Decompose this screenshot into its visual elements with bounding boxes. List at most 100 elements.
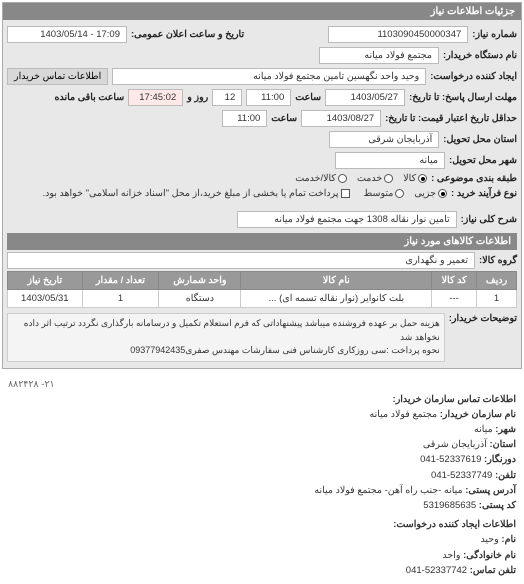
row-notes: توضیحات خریدار: هزینه حمل بر عهده فروشند…: [7, 311, 517, 364]
creator-value: وحید واحد نگهسین تامین مجتمع فولاد میانه: [112, 68, 426, 85]
province-label: استان محل تحویل:: [443, 134, 517, 145]
cell-row: 1: [477, 290, 517, 308]
cphone-value: 52337742-041: [406, 565, 467, 576]
col-unit: واحد شمارش: [159, 272, 241, 290]
footer-address: آدرس پستی: میانه -جنب راه آهن- مجتمع فول…: [8, 483, 516, 498]
footer-phone: تلفن: 52337749-041: [8, 468, 516, 483]
col-code: کد کالا: [432, 272, 477, 290]
cell-name: بلت کانوایر (نوار نقاله تسمه ای) ...: [241, 290, 432, 308]
footer-family: نام خانوادگی: واحد: [8, 548, 516, 563]
buyer-contact-button[interactable]: اطلاعات تماس خریدار: [7, 68, 108, 85]
radio-goods-label: کالا: [403, 173, 416, 184]
group-label: گروه کالا:: [479, 255, 517, 266]
notes-line-2: نحوه پرداخت :سی روزکاری کارشناس فنی سفار…: [12, 344, 440, 358]
need-details-panel: جزئیات اطلاعات نیاز شماره نیاز: 11030904…: [2, 2, 522, 369]
radio-minor[interactable]: جزیی: [414, 188, 447, 199]
cphone-label: تلفن تماس:: [470, 565, 516, 576]
footer-city: شهر: میانه: [8, 422, 516, 437]
footer-postal: کد پستی: 5319685635: [8, 498, 516, 513]
footer-fax: دورنگار: 52337619-041: [8, 452, 516, 467]
creator-label: ایجاد کننده درخواست:: [430, 71, 517, 82]
col-row: ردیف: [477, 272, 517, 290]
items-table: ردیف کد کالا نام کالا واحد شمارش تعداد /…: [7, 271, 517, 308]
treasury-checkbox[interactable]: پرداخت تمام یا بخشی از مبلغ خرید،از محل …: [42, 188, 349, 199]
footer-contact: ۲۱- ۸۸۲۴۲۸ اطلاعات تماس سازمان خریدار: ن…: [0, 371, 524, 584]
request-no-label: شماره نیاز:: [472, 29, 517, 40]
radio-medium[interactable]: متوسط: [364, 188, 405, 199]
fax-value: 52337619-041: [420, 454, 481, 465]
radio-dot-icon: [395, 189, 404, 198]
footer-org: نام سازمان خریدار: مجتمع فولاد میانه: [8, 407, 516, 422]
deadline-date: 1403/05/27: [325, 89, 405, 106]
cell-qty: 1: [82, 290, 159, 308]
notes-box: هزینه حمل بر عهده فروشنده میباشد پیشنهاد…: [7, 313, 445, 362]
radio-both-label: کالا/خدمت: [295, 173, 336, 184]
table-header-row: ردیف کد کالا نام کالا واحد شمارش تعداد /…: [8, 272, 517, 290]
address-label: آدرس پستی:: [465, 485, 516, 496]
fprovince-value: آذربایجان شرقی: [423, 439, 487, 450]
radio-dot-icon: [384, 174, 393, 183]
panel-body: شماره نیاز: 1103090450000347 تاریخ و ساع…: [3, 20, 521, 368]
hour-label-1: ساعت: [295, 92, 321, 103]
radio-service[interactable]: خدمت: [357, 173, 393, 184]
phone-value: 52337749-041: [431, 470, 492, 481]
row-min-validity: حداقل تاریخ اعتبار قیمت: تا تاریخ: 1403/…: [7, 108, 517, 129]
row-group: گروه کالا: تعمیر و نگهداری: [7, 250, 517, 271]
min-validity-label: حداقل تاریخ اعتبار قیمت: تا تاریخ:: [385, 113, 517, 124]
col-date: تاریخ نیاز: [8, 272, 83, 290]
deadline-hour: 11:00: [246, 89, 291, 106]
row-category: طبقه بندی موضوعی : کالا خدمت کالا/خدمت: [7, 171, 517, 186]
category-label: طبقه بندی موضوعی :: [431, 173, 517, 184]
day-label: روز و: [187, 92, 208, 103]
fax-label: دورنگار:: [484, 454, 516, 465]
family-label: نام خانوادگی:: [463, 550, 516, 561]
footer-title: اطلاعات تماس سازمان خریدار:: [8, 392, 516, 407]
panel-title: جزئیات اطلاعات نیاز: [3, 3, 521, 20]
fcity-value: میانه: [474, 424, 493, 435]
notes-line-1: هزینه حمل بر عهده فروشنده میباشد پیشنهاد…: [12, 317, 440, 344]
org-value: مجتمع فولاد میانه: [370, 409, 438, 420]
purchase-type-radio-group: جزیی متوسط: [364, 188, 448, 199]
summary-value: تامین نوار نقاله 1308 جهت مجتمع فولاد می…: [237, 211, 457, 228]
radio-dot-icon: [338, 174, 347, 183]
table-row: 1 --- بلت کانوایر (نوار نقاله تسمه ای) .…: [8, 290, 517, 308]
cell-unit: دستگاه: [159, 290, 241, 308]
group-value: تعمیر و نگهداری: [7, 252, 475, 269]
creator-title: اطلاعات ایجاد کننده درخواست:: [8, 517, 516, 532]
buyer-value: مجتمع فولاد میانه: [319, 47, 439, 64]
announce-value: 17:09 - 1403/05/14: [7, 26, 127, 43]
announce-label: تاریخ و ساعت اعلان عمومی:: [131, 29, 244, 40]
row-deadline: مهلت ارسال پاسخ: تا تاریخ: 1403/05/27 سا…: [7, 87, 517, 108]
category-radio-group: کالا خدمت کالا/خدمت: [295, 173, 427, 184]
radio-both[interactable]: کالا/خدمت: [295, 173, 347, 184]
notes-label: توضیحات خریدار:: [449, 313, 517, 324]
row-province: استان محل تحویل: آذربایجان شرقی: [7, 129, 517, 150]
row-summary: شرح کلی نیاز: تامین نوار نقاله 1308 جهت …: [7, 209, 517, 230]
request-no-value: 1103090450000347: [328, 26, 468, 43]
summary-label: شرح کلی نیاز:: [461, 214, 517, 225]
footer-province: استان: آذربایجان شرقی: [8, 437, 516, 452]
deadline-days: 12: [212, 89, 242, 106]
treasury-note: پرداخت تمام یا بخشی از مبلغ خرید،از محل …: [42, 188, 338, 199]
deadline-label: مهلت ارسال پاسخ: تا تاریخ:: [409, 92, 517, 103]
city-label: شهر محل تحویل:: [449, 155, 517, 166]
city-value: میانه: [335, 152, 445, 169]
cell-date: 1403/05/31: [8, 290, 83, 308]
radio-minor-label: جزیی: [414, 188, 436, 199]
org-label: نام سازمان خریدار:: [440, 409, 516, 420]
fprovince-label: استان:: [489, 439, 516, 450]
cell-code: ---: [432, 290, 477, 308]
buyer-label: نام دستگاه خریدار:: [443, 50, 517, 61]
items-section-title: اطلاعات کالاهای مورد نیاز: [7, 233, 517, 250]
col-name: نام کالا: [241, 272, 432, 290]
radio-goods[interactable]: کالا: [403, 173, 427, 184]
row-city: شهر محل تحویل: میانه: [7, 150, 517, 171]
name-label: نام:: [501, 534, 516, 545]
postal-value: 5319685635: [423, 500, 476, 511]
min-validity-hour: 11:00: [222, 110, 267, 127]
row-buyer: نام دستگاه خریدار: مجتمع فولاد میانه: [7, 45, 517, 66]
min-validity-date: 1403/08/27: [301, 110, 381, 127]
row-request-no: شماره نیاز: 1103090450000347 تاریخ و ساع…: [7, 24, 517, 45]
province-value: آذربایجان شرقی: [329, 131, 439, 148]
checkbox-icon: [341, 189, 350, 198]
